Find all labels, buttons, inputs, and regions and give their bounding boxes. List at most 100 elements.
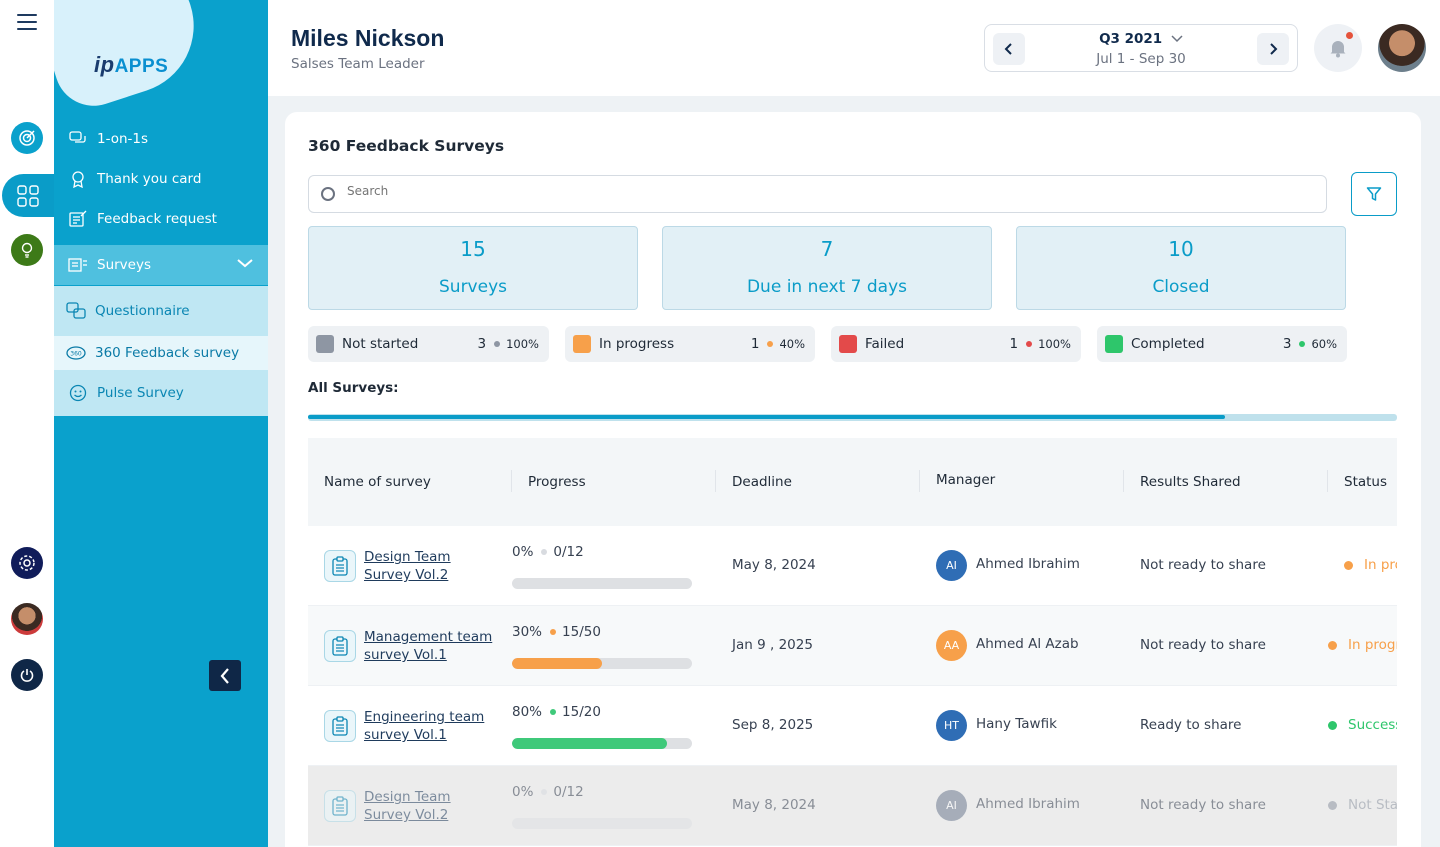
status-chip-count: 3 xyxy=(477,336,487,352)
period-next-button[interactable] xyxy=(1257,33,1289,65)
manager-name: Ahmed Ibrahim xyxy=(976,556,1080,572)
status-badge: In progress xyxy=(1344,557,1397,573)
stat-card-due[interactable]: 7 Due in next 7 days xyxy=(662,226,992,310)
stat-value: 15 xyxy=(460,237,486,261)
award-icon xyxy=(68,169,88,189)
status-chip-percent: 100% xyxy=(506,337,539,351)
table-row[interactable]: Management team survey Vol.1 30% 15/50 Jan… xyxy=(308,606,1397,686)
status-chip-count: 1 xyxy=(1009,336,1019,352)
status-dot xyxy=(494,341,501,347)
sidebar-item-surveys[interactable]: Surveys xyxy=(54,245,268,285)
manager-avatar: AI xyxy=(936,790,967,821)
notifications-button[interactable] xyxy=(1314,24,1362,72)
chevron-right-icon xyxy=(1270,43,1278,55)
results-shared: Not ready to share xyxy=(1140,557,1266,573)
main-card: 360 Feedback Surveys 15 Surveys 7 Due in… xyxy=(285,112,1421,847)
chevron-left-icon xyxy=(1004,43,1012,55)
filter-button[interactable] xyxy=(1351,172,1397,216)
sidebar-item-feedback-request[interactable]: Feedback request xyxy=(54,199,268,239)
feedback-icon xyxy=(68,209,88,229)
survey-name-link[interactable]: Design Team Survey Vol.2 xyxy=(364,789,451,823)
user-role: Salses Team Leader xyxy=(291,56,425,72)
column-header-deadline[interactable]: Deadline xyxy=(716,438,920,526)
sidebar-item-360-feedback-survey[interactable]: 360 360 Feedback survey xyxy=(54,336,268,370)
svg-text:360: 360 xyxy=(70,351,82,358)
feedback-module-icon[interactable] xyxy=(2,174,54,217)
manager-avatar: AA xyxy=(936,630,967,661)
header: Miles Nickson Salses Team Leader Q3 2021… xyxy=(268,0,1440,96)
progress-text: 0% 0/12 xyxy=(512,544,584,560)
column-header-results-shared[interactable]: Results Shared xyxy=(1124,438,1328,526)
chevron-left-icon xyxy=(220,667,229,684)
progress-bar xyxy=(512,658,692,669)
notification-badge xyxy=(1346,32,1353,39)
period-quarter[interactable]: Q3 2021 xyxy=(985,31,1297,47)
sidebar: ipAPPS 1-on-1s Thank you card Feedback r… xyxy=(54,0,268,847)
chevron-down-icon[interactable] xyxy=(236,257,254,273)
period-selector: Q3 2021 Jul 1 - Sep 30 xyxy=(984,24,1298,72)
manager-avatar: HT xyxy=(936,710,967,741)
survey-name-link[interactable]: Engineering team survey Vol.1 xyxy=(364,709,485,743)
survey-name-link[interactable]: Design Team Survey Vol.2 xyxy=(364,549,451,583)
status-chip-in-progress[interactable]: In progress 1 40% xyxy=(565,326,815,362)
survey-name-link[interactable]: Management team survey Vol.1 xyxy=(364,629,493,663)
power-icon[interactable] xyxy=(11,659,43,691)
manager-avatar: AI xyxy=(936,550,967,581)
manager-name: Ahmed Al Azab xyxy=(976,636,1079,652)
status-chip-failed[interactable]: Failed 1 100% xyxy=(831,326,1081,362)
avatar[interactable] xyxy=(1378,24,1426,72)
sidebar-item-questionnaire[interactable]: Questionnaire xyxy=(54,286,268,336)
search-input[interactable] xyxy=(347,184,1247,198)
status-chip-not-started[interactable]: Not started 3 100% xyxy=(308,326,549,362)
progress-text: 0% 0/12 xyxy=(512,784,584,800)
status-badge: In progress xyxy=(1328,637,1397,653)
column-header-manager[interactable]: Manager xyxy=(920,438,1124,526)
status-dot xyxy=(1026,341,1033,347)
stat-label: Due in next 7 days xyxy=(746,277,908,297)
icon-rail xyxy=(0,0,54,847)
menu-icon[interactable] xyxy=(17,14,37,30)
deadline: Jan 9 , 2025 xyxy=(732,637,813,653)
chevron-down-icon xyxy=(1171,35,1183,43)
status-swatch xyxy=(316,335,334,353)
collapse-sidebar-button[interactable] xyxy=(209,660,241,691)
stat-card-closed[interactable]: 10 Closed xyxy=(1016,226,1346,310)
page-title: 360 Feedback Surveys xyxy=(308,137,505,155)
status-chip-percent: 60% xyxy=(1311,337,1337,351)
stat-card-surveys[interactable]: 15 Surveys xyxy=(308,226,638,310)
sidebar-item-1on1s[interactable]: 1-on-1s xyxy=(54,119,268,159)
stat-value: 10 xyxy=(1168,237,1194,261)
status-chip-label: In progress xyxy=(599,336,675,352)
status-chip-completed[interactable]: Completed 3 60% xyxy=(1097,326,1347,362)
table-row[interactable]: Engineering team survey Vol.1 80% 15/20 Se… xyxy=(308,686,1397,766)
column-header-progress[interactable]: Progress xyxy=(512,438,716,526)
column-header-status[interactable]: Status xyxy=(1344,474,1388,490)
results-shared: Not ready to share xyxy=(1140,797,1266,813)
settings-icon[interactable] xyxy=(11,547,43,579)
app-logo[interactable]: ipAPPS xyxy=(94,52,169,77)
sidebar-item-pulse-survey[interactable]: Pulse Survey xyxy=(54,370,268,416)
ideas-icon[interactable] xyxy=(11,234,43,266)
goals-icon[interactable] xyxy=(11,122,43,154)
progress-text: 30% 15/50 xyxy=(512,624,601,640)
table-header: Name of survey Progress Deadline Manager… xyxy=(308,438,1397,526)
deadline: May 8, 2024 xyxy=(732,557,816,573)
period-prev-button[interactable] xyxy=(993,33,1025,65)
sidebar-item-label: Surveys xyxy=(97,257,151,273)
progress-bar xyxy=(512,818,692,829)
user-avatar-icon[interactable] xyxy=(11,603,43,635)
column-header-name[interactable]: Name of survey xyxy=(308,438,512,526)
search-box xyxy=(308,175,1327,213)
table-row[interactable]: Design Team Survey Vol.2 0% 0/12 May 8, 20… xyxy=(308,766,1397,846)
sidebar-item-thank-you-card[interactable]: Thank you card xyxy=(54,159,268,199)
scrollbar-thumb[interactable] xyxy=(308,415,1225,419)
status-chip-count: 1 xyxy=(750,336,760,352)
chat-icon xyxy=(68,129,88,149)
table-row[interactable]: Design Team Survey Vol.2 0% 0/12 May 8, 20… xyxy=(308,526,1397,606)
360-icon: 360 xyxy=(66,343,86,363)
questionnaire-icon xyxy=(66,301,86,321)
filter-icon xyxy=(1366,187,1382,201)
horizontal-scrollbar[interactable] xyxy=(308,414,1397,421)
progress-text: 80% 15/20 xyxy=(512,704,601,720)
stat-label: Closed xyxy=(1152,277,1210,297)
